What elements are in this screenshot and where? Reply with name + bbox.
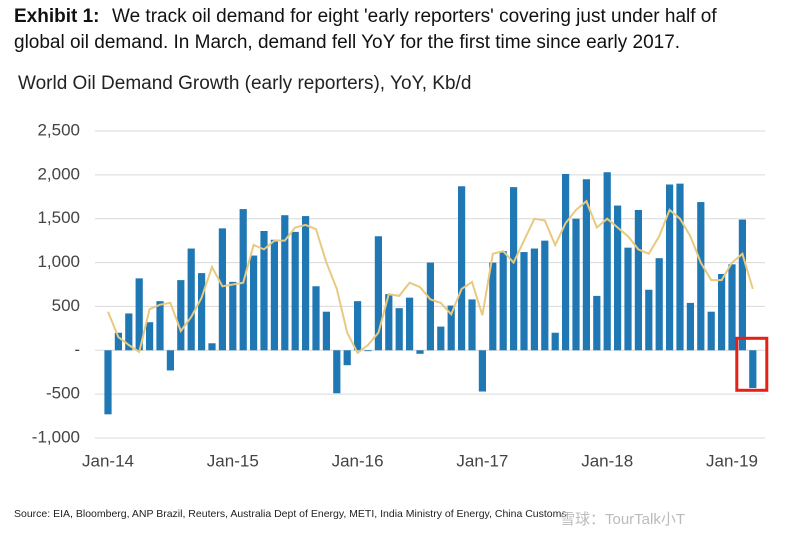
bar	[666, 184, 674, 351]
y-tick-label: 1,000	[37, 252, 80, 271]
bar	[218, 228, 226, 351]
bar	[426, 262, 434, 351]
bar	[104, 350, 112, 415]
y-tick-label: -	[74, 340, 80, 359]
bar	[270, 239, 278, 351]
bar	[374, 236, 382, 351]
x-tick-label: Jan-15	[207, 451, 259, 470]
bar	[447, 305, 455, 351]
bar	[135, 278, 143, 351]
bar	[468, 299, 476, 351]
watermark: 雪球：TourTalk小T	[560, 511, 685, 528]
bar	[614, 205, 622, 351]
bar	[385, 294, 393, 351]
exhibit-label: Exhibit 1:	[14, 6, 100, 27]
highlight-box	[735, 336, 769, 392]
bar	[146, 322, 154, 351]
x-tick-label: Jan-17	[456, 451, 508, 470]
bar	[551, 332, 559, 351]
bar	[530, 248, 538, 351]
bar	[686, 302, 694, 351]
line	[107, 199, 754, 355]
bar	[562, 173, 570, 351]
bar	[291, 231, 299, 351]
bar	[177, 280, 185, 351]
bar	[749, 350, 757, 389]
bar	[198, 273, 206, 351]
header-line: global oil demand. In March, demand fell…	[14, 32, 680, 53]
bar	[624, 247, 632, 351]
bar	[520, 252, 528, 351]
y-tick-label: 2,000	[37, 164, 80, 183]
bar	[489, 262, 497, 351]
bar	[572, 218, 580, 351]
header-line: We track oil demand for eight 'early rep…	[112, 6, 717, 27]
bar	[364, 350, 372, 352]
bar	[437, 326, 445, 351]
bar	[655, 258, 663, 351]
bar	[499, 251, 507, 351]
bar	[260, 230, 268, 351]
y-tick-label: 2,500	[37, 120, 80, 139]
bar	[582, 179, 590, 351]
bar	[510, 187, 518, 351]
bar	[125, 313, 133, 351]
y-tick-label: -500	[46, 384, 80, 403]
bar	[395, 308, 403, 351]
bar	[208, 343, 216, 351]
x-tick-label: Jan-16	[332, 451, 384, 470]
bar	[302, 216, 310, 351]
bar	[114, 332, 122, 351]
bar	[676, 183, 684, 351]
bar	[322, 311, 330, 351]
bar	[343, 350, 351, 366]
bar	[166, 350, 174, 371]
bar	[738, 219, 746, 351]
bar	[707, 311, 715, 351]
bar	[728, 264, 736, 351]
bar	[645, 289, 653, 351]
bar	[478, 350, 486, 392]
source: Source: EIA, Bloomberg, ANP Brazil, Reut…	[14, 508, 567, 520]
bar	[634, 209, 642, 351]
bar	[406, 297, 414, 351]
bar	[187, 248, 195, 351]
bar	[697, 202, 705, 351]
bar	[541, 240, 549, 351]
bar	[354, 301, 362, 351]
bar	[416, 350, 424, 354]
bar	[281, 215, 289, 351]
x-tick-label: Jan-19	[706, 451, 758, 470]
x-tick-label: Jan-14	[82, 451, 134, 470]
bar	[250, 255, 258, 351]
bar	[312, 286, 320, 351]
bar	[229, 281, 237, 351]
y-tick-label: 1,500	[37, 208, 80, 227]
bar	[333, 350, 341, 394]
bar	[593, 295, 601, 351]
y-tick-label: 500	[52, 296, 80, 315]
bar	[458, 186, 466, 351]
bar	[156, 301, 164, 351]
bar	[718, 273, 726, 351]
bar	[603, 172, 611, 351]
chart-title: World Oil Demand Growth (early reporters…	[18, 73, 471, 94]
x-tick-label: Jan-18	[581, 451, 633, 470]
y-tick-label: -1,000	[32, 427, 80, 446]
